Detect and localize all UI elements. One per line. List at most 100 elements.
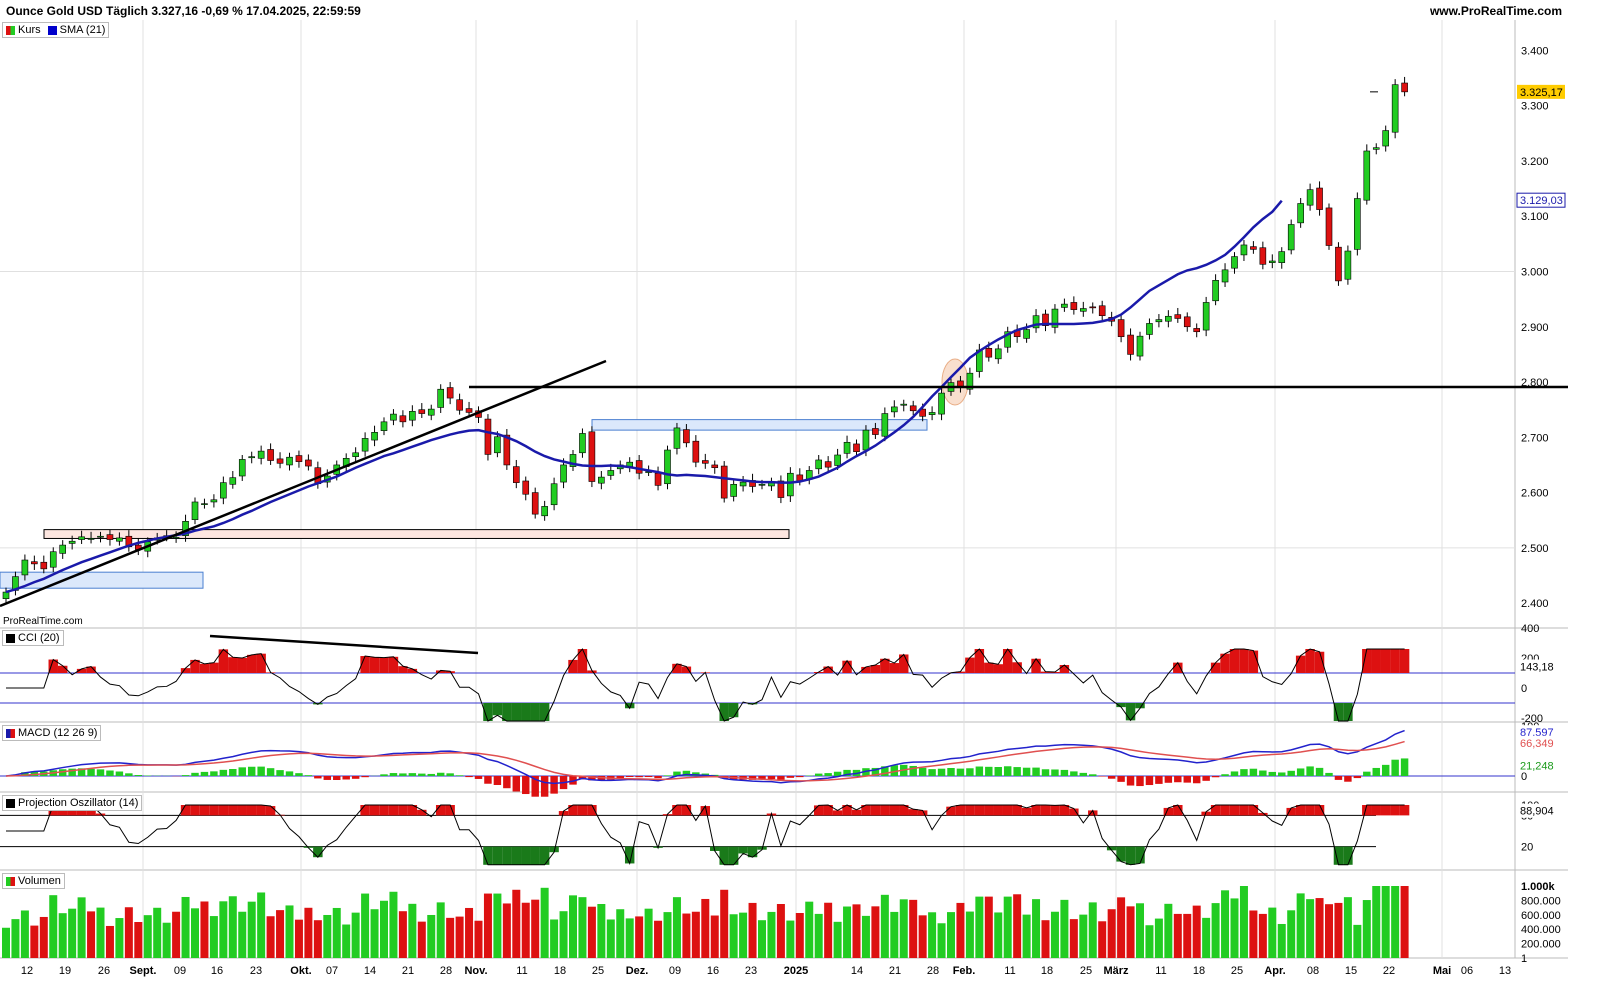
x-tick-label: 14: [851, 965, 863, 977]
volume-bar: [200, 901, 209, 958]
last-price-box: [1517, 84, 1565, 99]
volume-bar: [1154, 918, 1163, 958]
macd-legend[interactable]: MACD (12 26 9): [2, 725, 102, 741]
candle-body: [1042, 313, 1049, 326]
cci-tick-label: 400: [1521, 623, 1539, 635]
candle-body: [201, 503, 208, 505]
candle-body: [1023, 329, 1030, 339]
chart-title: Ounce Gold USD Täglich 3.327,16 -0,69 % …: [6, 4, 361, 18]
volume-bar: [276, 910, 285, 958]
candle-body: [711, 464, 719, 469]
volume-bar: [1315, 898, 1324, 958]
volume-bar: [937, 923, 946, 958]
proj-value-label: 88,904: [1520, 806, 1554, 818]
volume-bar: [408, 903, 417, 958]
volume-bar: [483, 893, 492, 958]
volume-bar: [975, 896, 984, 958]
x-tick-label: 08: [1307, 965, 1319, 977]
candle-body: [966, 372, 974, 390]
volume-bar: [446, 917, 455, 958]
volume-legend[interactable]: Volumen: [2, 873, 65, 889]
candle-body: [78, 536, 85, 540]
x-tick-label: 21: [402, 965, 414, 977]
x-tick-label: 18: [554, 965, 566, 977]
candle-body: [1212, 280, 1219, 302]
x-tick-label: 19: [59, 965, 71, 977]
volume-bar: [49, 895, 58, 958]
x-tick-label: 11: [1004, 965, 1015, 977]
volume-bar: [1391, 886, 1400, 958]
x-tick-label: 23: [745, 965, 757, 977]
volume-bar: [569, 895, 577, 958]
volume-bar: [805, 901, 814, 958]
volume-bar: [616, 909, 625, 958]
x-tick-label: 07: [326, 965, 338, 977]
candle-body: [635, 460, 643, 474]
site-link[interactable]: www.ProRealTime.com: [1429, 4, 1562, 18]
line-swatch-icon: [6, 633, 15, 643]
candle-body: [522, 480, 530, 495]
x-tick-label: Apr.: [1264, 965, 1285, 977]
volume-bar: [1069, 919, 1078, 958]
volume-bar: [1032, 899, 1041, 958]
candle-body: [1287, 224, 1295, 251]
volume-bar: [436, 902, 445, 958]
sma-value-label: 3.129,03: [1520, 195, 1563, 207]
volume-bar: [1268, 907, 1277, 958]
candle-body: [59, 544, 67, 554]
candle-body: [1269, 260, 1276, 263]
candle-body: [777, 480, 785, 498]
volume-bar: [701, 898, 710, 958]
x-tick-label: 21: [889, 965, 901, 977]
x-tick-label: Nov.: [464, 965, 487, 977]
volume-bar: [77, 897, 86, 958]
candle-body: [418, 409, 426, 414]
volume-tick-label: 200.000: [1521, 939, 1561, 951]
candle-body: [494, 436, 501, 454]
volume-bar: [1003, 896, 1012, 958]
candle-body: [1278, 251, 1286, 263]
volume-bar: [143, 915, 152, 958]
volume-bar: [994, 912, 1003, 958]
legend-sma: SMA (21): [59, 24, 106, 36]
candle-body: [541, 506, 548, 517]
x-tick-label: 25: [592, 965, 604, 977]
volume-bar: [521, 902, 530, 958]
candle-body: [21, 559, 29, 576]
sma-21-line: [5, 199, 1283, 594]
candle-body: [560, 464, 567, 483]
candle-body: [730, 483, 737, 497]
candle-body: [305, 459, 312, 467]
line-swatch-icon: [6, 798, 15, 808]
volume-bar: [417, 921, 426, 958]
candle-body: [503, 434, 511, 466]
volume-bar: [1022, 914, 1031, 958]
candle-body: [815, 459, 823, 470]
volume-bar: [238, 911, 247, 958]
cci-legend[interactable]: CCI (20): [2, 630, 64, 646]
x-tick-label: 2025: [784, 965, 808, 977]
candle-body: [1325, 207, 1333, 246]
projection-legend-label: Projection Oszillator (14): [18, 797, 139, 809]
macd-value-label: 21,248: [1520, 760, 1554, 772]
volume-bar: [606, 919, 615, 958]
macd-value-box: [1517, 735, 1565, 749]
volume-bar: [776, 904, 785, 958]
candle-body: [1202, 302, 1210, 331]
candle-body: [1070, 302, 1078, 310]
price-legend[interactable]: Kurs SMA (21): [2, 22, 110, 38]
volume-bar: [474, 920, 483, 958]
projection-legend[interactable]: Projection Oszillator (14): [2, 795, 143, 811]
volume-bar: [710, 915, 719, 958]
volume-bar: [880, 894, 889, 958]
x-tick-label: 16: [211, 965, 223, 977]
volume-bar: [1239, 886, 1248, 958]
volume-bar: [1050, 911, 1059, 958]
candle-body: [31, 561, 38, 565]
volume-tick-label: 1: [1521, 953, 1527, 965]
y-tick-label: 2.500: [1521, 543, 1549, 555]
x-tick-label: 18: [1193, 965, 1205, 977]
candle-body: [390, 413, 397, 421]
macd-panel: [0, 729, 1515, 797]
volume-bar: [228, 896, 237, 958]
